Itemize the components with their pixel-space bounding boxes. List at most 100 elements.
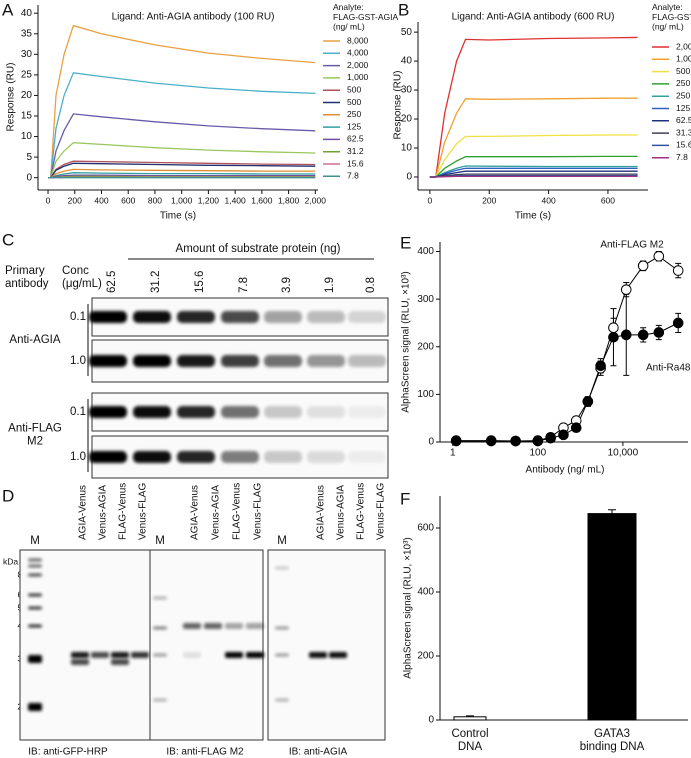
band <box>221 355 259 367</box>
error-bar <box>466 715 474 717</box>
band <box>89 355 127 367</box>
blot-image <box>149 549 264 741</box>
x-tick-label: 200 <box>68 195 82 205</box>
band <box>133 451 171 463</box>
series-line <box>48 113 316 179</box>
point <box>637 260 649 272</box>
band <box>177 311 215 323</box>
series-line <box>429 134 638 178</box>
panel-letter: C <box>2 230 14 249</box>
band <box>225 652 243 658</box>
band <box>264 311 302 323</box>
band <box>246 652 264 658</box>
band <box>264 451 302 463</box>
blot-caption: IB: anti-AGIA <box>289 747 348 758</box>
point <box>510 435 521 447</box>
bar <box>453 716 487 721</box>
y-tick-label: 400 <box>417 587 434 598</box>
y-tick-label: 0 <box>428 437 434 448</box>
series-line <box>48 142 316 179</box>
band <box>133 355 171 367</box>
series-line <box>48 168 316 179</box>
blot-caption: IB: anti-GFP-HRP <box>28 747 108 758</box>
point <box>485 435 497 446</box>
x-tick-label: Control DNA <box>451 728 488 753</box>
band <box>91 652 109 658</box>
band <box>264 355 302 367</box>
band <box>183 623 201 629</box>
band <box>225 623 243 629</box>
band <box>177 451 215 463</box>
x-tick-label: 1,400 <box>224 195 246 205</box>
x-tick-label: 1,800 <box>278 195 300 205</box>
y-tick-label: 0 <box>406 172 412 183</box>
band <box>309 652 327 658</box>
x-tick-label: 800 <box>148 195 162 205</box>
legend-label: 250 <box>676 90 690 100</box>
y-tick-label: 40 <box>401 56 413 67</box>
conc-label: 1.0 <box>70 451 86 463</box>
band <box>264 406 302 418</box>
x-tick-label: 1,600 <box>251 195 273 205</box>
band <box>221 311 259 323</box>
point <box>653 327 665 338</box>
x-tick-label: 1 <box>450 448 456 459</box>
y-axis-label: AlphaScreen signal (RLU, ×10³) <box>401 271 412 412</box>
point <box>672 265 684 276</box>
marker-band <box>153 698 167 702</box>
band <box>131 652 149 658</box>
legend-label: 500 <box>676 66 690 76</box>
point <box>450 435 462 446</box>
y-tick-label: 30 <box>401 85 413 96</box>
band <box>111 659 129 665</box>
band <box>177 406 215 418</box>
legend-label: 250 <box>676 78 690 88</box>
error-bar <box>608 509 616 514</box>
x-tick-label: 200 <box>482 195 496 205</box>
point <box>570 422 582 434</box>
point <box>672 317 684 329</box>
lane-label: 3.9 <box>281 277 293 293</box>
antibody-label: Anti-AGIA <box>9 334 60 346</box>
annotation: Anti-Ra48 <box>646 363 691 374</box>
chart-title: Ligand: Anti-AGIA antibody (600 RU) <box>452 12 615 23</box>
blot-image <box>19 549 151 741</box>
lane-label: 62.5 <box>106 271 118 293</box>
blot-caption: IB: anti-FLAG M2 <box>166 747 244 758</box>
lane-label: Venus-AGIA <box>336 485 347 540</box>
y-tick-label: 25 <box>21 70 33 81</box>
y-tick-label: 600 <box>417 523 434 534</box>
legend-label: 15.6 <box>347 158 364 168</box>
marker-band <box>28 606 42 610</box>
x-tick-label: 600 <box>601 195 615 205</box>
band <box>177 355 215 367</box>
marker-lane-label: M <box>155 535 165 547</box>
y-tick-label: 10 <box>401 143 413 154</box>
panel-letter: F <box>400 489 410 508</box>
lane-label: Venus-AGIA <box>98 485 109 540</box>
point <box>653 250 665 262</box>
y-tick-label: 400 <box>417 246 434 257</box>
lane-label: AGIA-Venus <box>190 485 201 540</box>
legend-label: 125 <box>676 103 690 113</box>
y-tick-label: 50 <box>401 27 413 38</box>
x-tick-label: 400 <box>541 195 555 205</box>
band <box>221 451 259 463</box>
column-header: Conc (μg/mL) <box>62 265 102 290</box>
marker-band <box>275 653 289 657</box>
y-tick-label: 10 <box>21 131 33 142</box>
point <box>620 329 632 341</box>
lane-label: Venus-FLAG <box>253 483 264 540</box>
legend-label: 15.6 <box>676 140 691 150</box>
band <box>246 623 264 629</box>
series-line <box>456 255 679 442</box>
legend-title: Analyte:FLAG-GST-AGIA(ng/ mL) <box>652 2 691 32</box>
lane-label: AGIA-Venus <box>316 485 327 540</box>
bar <box>587 513 637 721</box>
x-tick-label: 1,000 <box>171 195 193 205</box>
y-axis-label: AlphaScreen signal (RLU, ×10³) <box>403 537 414 678</box>
column-header: Primary antibody <box>5 265 49 290</box>
marker-band <box>153 653 167 657</box>
lane-label: FLAG-Venus <box>118 483 129 540</box>
